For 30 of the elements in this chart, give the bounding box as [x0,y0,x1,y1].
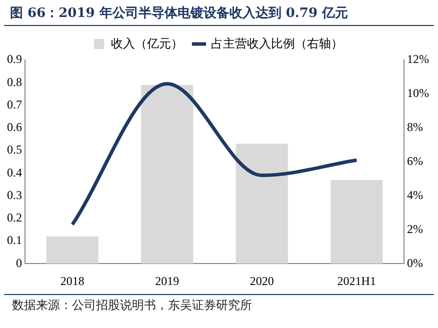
chart-title: 图 66：2019 年公司半导体电镀设备收入达到 0.79 亿元 [4,0,434,26]
x-tick-label: 2021H1 [337,274,376,288]
x-tick-label: 2019 [155,274,180,288]
y-tick-label: 0.3 [7,188,22,202]
y-tick-label: 0.1 [7,233,22,248]
bar [141,84,194,264]
legend-label: 收入（亿元） [111,36,183,50]
y2-tick-label: 8% [407,120,424,134]
y2-tick-label: 0% [407,256,424,270]
y2-tick-label: 10% [407,86,430,100]
y-tick-label: 0.5 [7,142,22,157]
legend-label: 占主营收入比例（右轴） [211,36,343,50]
y2-tick-label: 12% [407,52,430,66]
line-series [70,82,358,226]
x-tick-label: 2020 [250,274,274,288]
y2-tick-label: 2% [407,222,424,236]
y-tick-label: 0 [16,256,22,270]
y2-tick-label: 6% [407,154,424,168]
y2-tick-label: 4% [407,188,424,202]
y-tick-label: 0.8 [7,74,22,89]
bar [236,144,288,264]
y-tick-label: 0.4 [7,165,22,180]
y-tick-label: 0.9 [7,52,22,66]
bar [330,180,383,264]
x-tick-label: 2018 [60,274,84,288]
y-tick-label: 0.2 [7,210,22,225]
bar [46,236,98,264]
y-tick-label: 0.7 [7,97,22,112]
y-tick-label: 0.6 [7,120,22,134]
source-note: 数据来源：公司招股说明书，东吴证券研究所 [4,294,434,316]
